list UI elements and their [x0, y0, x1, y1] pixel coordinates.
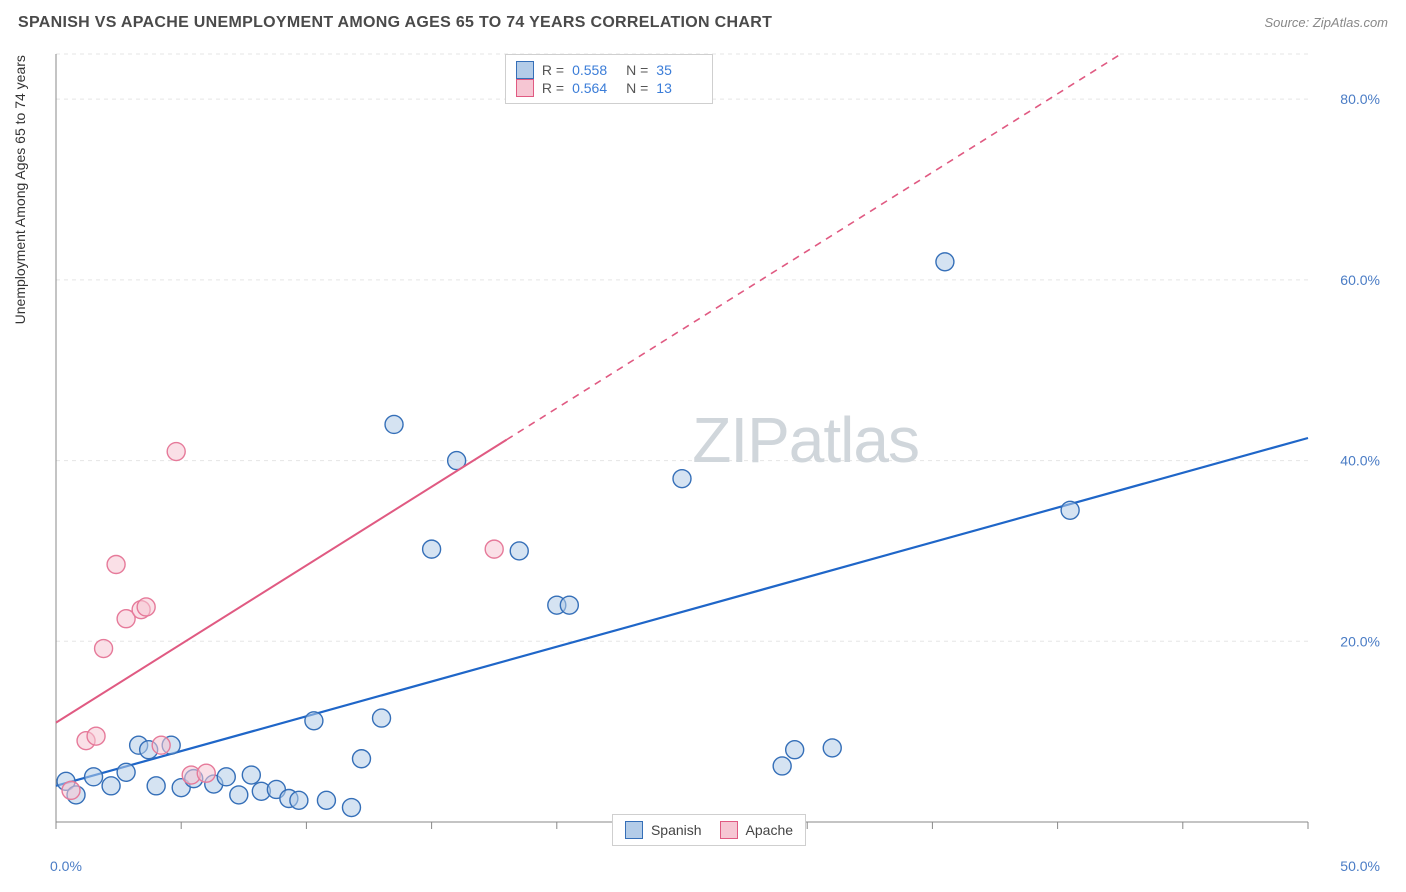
- series-legend-box: Spanish Apache: [612, 814, 806, 846]
- stats-legend-box: R = 0.558 N = 35 R = 0.564 N = 13: [505, 54, 713, 104]
- stat-row: R = 0.558 N = 35: [516, 61, 702, 79]
- scatter-point: [147, 777, 165, 795]
- scatter-point: [87, 727, 105, 745]
- scatter-point: [167, 443, 185, 461]
- scatter-point: [1061, 501, 1079, 519]
- chart-source: Source: ZipAtlas.com: [1264, 15, 1388, 30]
- scatter-point: [510, 542, 528, 560]
- scatter-point: [823, 739, 841, 757]
- scatter-point: [317, 791, 335, 809]
- y-tick-label: 40.0%: [1340, 453, 1380, 469]
- chart-title: SPANISH VS APACHE UNEMPLOYMENT AMONG AGE…: [18, 14, 772, 32]
- scatter-point: [423, 540, 441, 558]
- stat-r-label: R =: [542, 80, 564, 96]
- y-tick-label: 80.0%: [1340, 91, 1380, 107]
- scatter-point: [352, 750, 370, 768]
- scatter-point: [102, 777, 120, 795]
- scatter-point: [786, 741, 804, 759]
- stat-r-value: 0.558: [572, 62, 618, 78]
- stat-r-value: 0.564: [572, 80, 618, 96]
- legend-swatch-icon: [720, 821, 738, 839]
- y-tick-label: 60.0%: [1340, 272, 1380, 288]
- stat-n-value: 13: [656, 80, 702, 96]
- x-axis-start-label: 0.0%: [50, 858, 82, 874]
- scatter-point: [152, 736, 170, 754]
- x-axis-end-label: 50.0%: [1340, 858, 1380, 874]
- stat-r-label: R =: [542, 62, 564, 78]
- scatter-point: [217, 768, 235, 786]
- legend-label: Spanish: [651, 822, 702, 838]
- scatter-point: [936, 253, 954, 271]
- scatter-point: [305, 712, 323, 730]
- stat-n-label: N =: [626, 80, 648, 96]
- scatter-point: [62, 781, 80, 799]
- scatter-point: [773, 757, 791, 775]
- scatter-point: [385, 415, 403, 433]
- scatter-point: [485, 540, 503, 558]
- stat-n-value: 35: [656, 62, 702, 78]
- legend-swatch-icon: [516, 79, 534, 97]
- y-axis-label: Unemployment Among Ages 65 to 74 years: [12, 55, 28, 324]
- stat-n-label: N =: [626, 62, 648, 78]
- scatter-point: [242, 766, 260, 784]
- stat-row: R = 0.564 N = 13: [516, 79, 702, 97]
- legend-item: Apache: [720, 821, 793, 839]
- scatter-point: [230, 786, 248, 804]
- scatter-point: [373, 709, 391, 727]
- scatter-point: [85, 768, 103, 786]
- scatter-point: [137, 598, 155, 616]
- scatter-point: [95, 640, 113, 658]
- scatter-point: [107, 555, 125, 573]
- chart-area: Unemployment Among Ages 65 to 74 years 2…: [50, 50, 1388, 852]
- scatter-point: [117, 763, 135, 781]
- scatter-point: [290, 791, 308, 809]
- y-tick-label: 20.0%: [1340, 633, 1380, 649]
- legend-item: Spanish: [625, 821, 702, 839]
- scatter-point: [673, 470, 691, 488]
- scatter-point: [560, 596, 578, 614]
- legend-swatch-icon: [625, 821, 643, 839]
- scatter-point: [342, 799, 360, 817]
- legend-label: Apache: [746, 822, 793, 838]
- chart-header: SPANISH VS APACHE UNEMPLOYMENT AMONG AGE…: [18, 14, 1388, 32]
- scatter-point: [197, 764, 215, 782]
- scatter-plot: 20.0% 40.0% 60.0% 80.0%: [50, 50, 1388, 852]
- legend-swatch-icon: [516, 61, 534, 79]
